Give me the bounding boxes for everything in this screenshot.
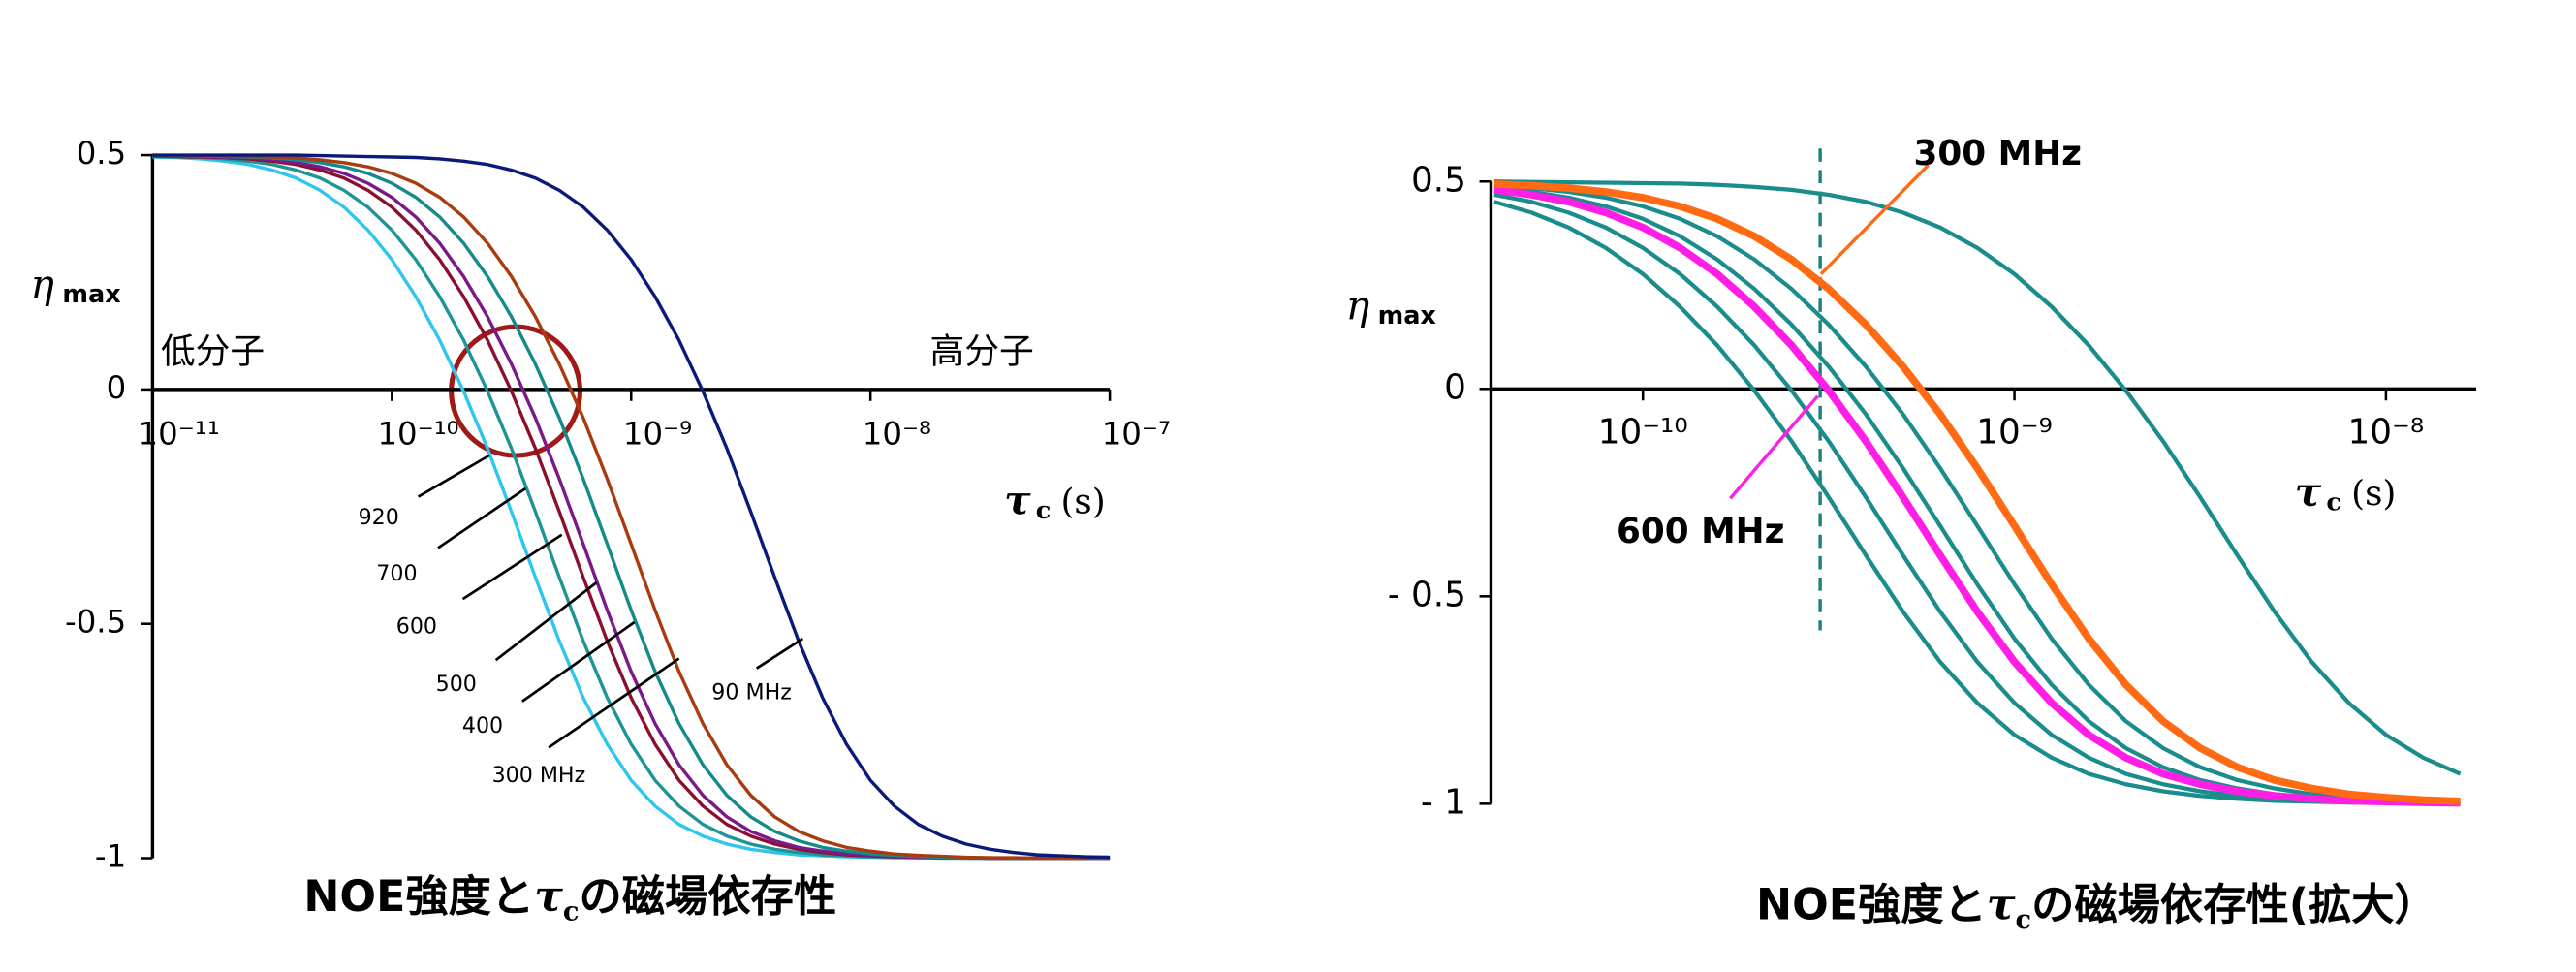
y-label-subscript: max: [1378, 301, 1437, 330]
title-text: の磁場依存性: [580, 872, 837, 922]
x-label-unit: (s): [2351, 473, 2396, 513]
y-axis-label: η max: [1346, 282, 1437, 330]
x-tick-label: 10⁻¹¹: [139, 416, 220, 453]
series-label: 600 MHz: [1617, 512, 1784, 551]
y-tick-label: 0.5: [77, 135, 126, 172]
annotation: 低分子: [161, 331, 265, 371]
y-tick-label: 0: [107, 369, 127, 406]
annotation: 高分子: [929, 331, 1033, 371]
x-label-subscript: c: [1036, 496, 1052, 525]
title-symbol: τ: [534, 871, 563, 922]
y-tick-label: - 0.5: [1388, 575, 1466, 614]
x-tick-label: 10⁻⁷: [1102, 416, 1171, 453]
series-line: [152, 153, 1111, 860]
callout-line: [521, 620, 636, 703]
series-label: 600: [396, 614, 437, 640]
callout-line: [417, 454, 490, 498]
y-tick-label: - 1: [1421, 782, 1466, 822]
x-tick-label: 10⁻¹⁰: [377, 416, 458, 453]
y-tick-label: 0.5: [1411, 160, 1466, 200]
series-label: 500: [436, 672, 477, 697]
y-label-subscript: max: [62, 280, 121, 309]
y-tick-label: 0: [1444, 367, 1466, 407]
title-subscript: c: [2016, 904, 2032, 935]
callout-line: [437, 486, 527, 549]
y-label-symbol: η: [30, 261, 54, 307]
x-label-unit: (s): [1060, 482, 1105, 521]
series-line: [1493, 179, 2462, 776]
callout-line: [755, 637, 804, 670]
x-axis-label: τ c (s): [2295, 468, 2397, 517]
series-label: 700: [376, 561, 417, 586]
title-text: NOE強度と: [1756, 881, 1987, 930]
title-subscript: c: [563, 895, 580, 926]
y-tick-label: -0.5: [65, 604, 126, 641]
y-tick-label: -1: [95, 838, 126, 875]
callout-line: [548, 657, 680, 749]
series-label: 300 MHz: [492, 763, 586, 788]
callout-line: [494, 581, 598, 662]
x-tick-label: 10⁻⁸: [863, 416, 931, 453]
x-label-subscript: c: [2326, 487, 2341, 517]
y-label-symbol: η: [1346, 282, 1370, 329]
callout-line: [1729, 394, 1819, 500]
x-label-symbol: τ: [2295, 468, 2322, 515]
chart-title: NOE強度とτcの磁場依存性(拡大）: [1756, 879, 2437, 935]
series-line: [1493, 183, 2461, 804]
series-line: [152, 153, 1111, 861]
series-line: [1493, 180, 2461, 805]
title-text: の磁場依存性(拡大）: [2031, 881, 2437, 930]
x-label-symbol: τ: [1004, 477, 1031, 523]
x-tick-label: 10⁻⁸: [2348, 412, 2425, 452]
chart-title: NOE強度とτcの磁場依存性: [303, 871, 836, 927]
series-line: [1493, 186, 2461, 807]
x-tick-label: 10⁻⁹: [1976, 412, 2053, 452]
x-tick-label: 10⁻⁹: [623, 416, 692, 453]
title-symbol: τ: [1987, 879, 2016, 929]
series-label: 300 MHz: [1914, 134, 2082, 173]
x-axis-label: τ c (s): [1004, 477, 1106, 525]
series-label: 400: [462, 713, 503, 738]
title-text: NOE強度と: [303, 872, 534, 922]
callout-line: [1819, 164, 1930, 275]
series-label: 90 MHz: [711, 680, 792, 705]
x-tick-label: 10⁻¹⁰: [1598, 412, 1688, 452]
y-axis-label: η max: [30, 261, 121, 309]
series-label: 920: [359, 505, 399, 530]
callout-line: [461, 533, 563, 601]
